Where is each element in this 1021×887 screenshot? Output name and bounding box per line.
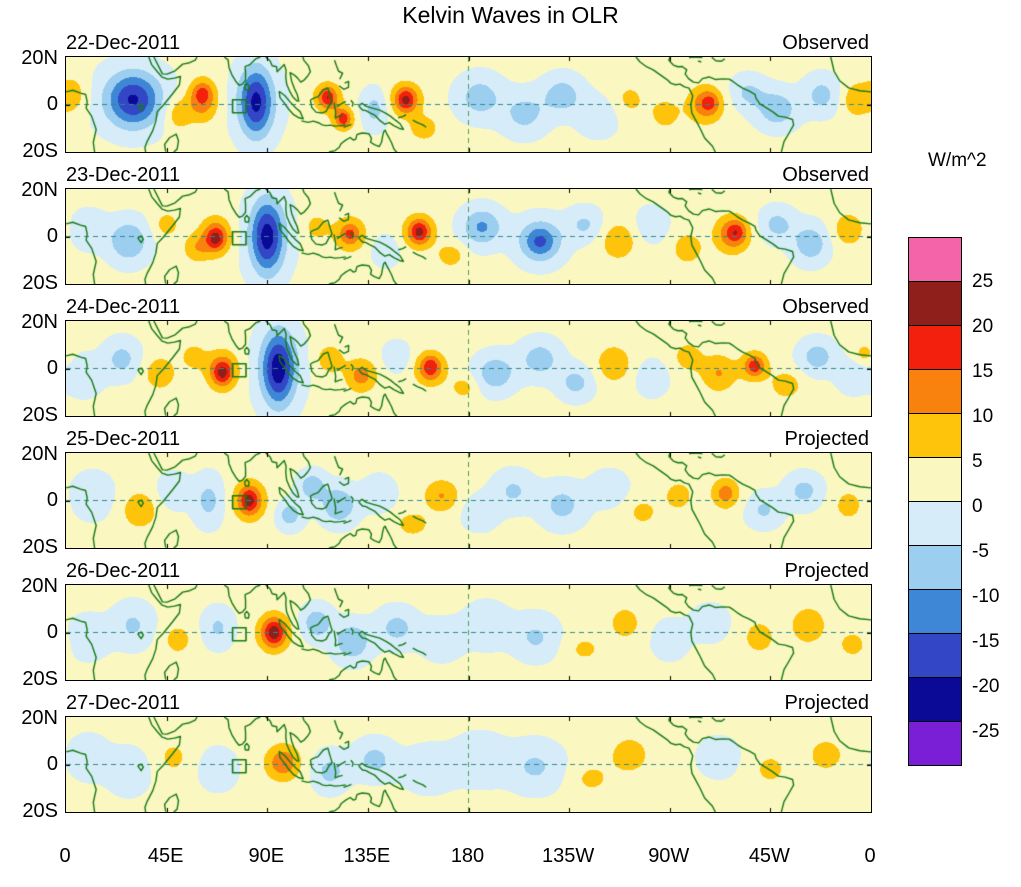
panel-date-label: 23-Dec-2011 xyxy=(66,164,181,186)
figure-title: Kelvin Waves in OLR xyxy=(402,2,619,28)
y-axis-label-20s: 20S xyxy=(22,272,58,294)
colorbar-segment xyxy=(908,237,962,282)
colorbar: 25 20 15 10 5 0 -5 -10 -15 -20 -25 xyxy=(908,237,999,766)
panel-status-label: Observed xyxy=(782,296,869,318)
panel-status-label: Projected xyxy=(784,692,870,714)
colorbar-tick-label: 20 xyxy=(972,316,994,337)
panel-date-label: 25-Dec-2011 xyxy=(66,428,181,450)
panel-date-label: 22-Dec-2011 xyxy=(66,32,181,54)
map-panel: 20N 0 20S xyxy=(21,575,872,690)
panel-row: 25-Dec-2011 Projected 20N 0 20S xyxy=(21,427,872,558)
y-axis-label-0: 0 xyxy=(46,621,58,643)
colorbar-segment xyxy=(908,457,962,502)
panel-header: 24-Dec-2011 Observed xyxy=(65,295,870,320)
y-axis-label-0: 0 xyxy=(46,357,58,379)
panel-header: 22-Dec-2011 Observed xyxy=(65,31,870,56)
y-axis-label-0: 0 xyxy=(46,753,58,775)
y-axis-label-20s: 20S xyxy=(22,404,58,426)
x-axis-tick-label: 0 xyxy=(59,845,71,867)
y-axis-label-20s: 20S xyxy=(22,668,58,690)
olr-map-canvas xyxy=(66,57,871,152)
olr-map-canvas xyxy=(66,717,871,812)
x-axis: 0 45E 90E 135E 180 135W 90W 45W 0 xyxy=(59,845,875,873)
panel-header: 23-Dec-2011 Observed xyxy=(65,163,870,188)
olr-map-canvas xyxy=(66,585,871,680)
x-axis-tick-label: 0 xyxy=(864,845,876,867)
x-axis-tick-label: 135W xyxy=(542,845,595,867)
colorbar-tick-label: -5 xyxy=(972,541,989,562)
panel-row: 26-Dec-2011 Projected 20N 0 20S xyxy=(21,559,872,690)
y-axis-label-20n: 20N xyxy=(21,179,58,201)
colorbar-segment xyxy=(908,369,962,414)
map-panel: 20N 0 20S xyxy=(21,311,872,426)
y-axis-label-0: 0 xyxy=(46,489,58,511)
panel-status-label: Projected xyxy=(784,560,870,582)
colorbar-tick-label: 15 xyxy=(972,361,994,382)
y-axis-label-20n: 20N xyxy=(21,443,58,465)
panel-row: 22-Dec-2011 Observed 20N 0 20S xyxy=(21,31,872,162)
panel-row: 24-Dec-2011 Observed 20N 0 20S xyxy=(21,295,872,426)
olr-map-canvas xyxy=(66,321,871,416)
y-axis-label-20s: 20S xyxy=(22,140,58,162)
x-axis-tick-label: 45E xyxy=(147,845,184,867)
olr-map-canvas xyxy=(66,453,871,548)
colorbar-segment xyxy=(908,281,962,326)
map-panel: 20N 0 20S xyxy=(21,443,872,558)
panel-status-label: Observed xyxy=(782,164,869,186)
x-axis-tick-label: 90E xyxy=(248,845,285,867)
colorbar-segment xyxy=(908,325,962,370)
y-axis-label-0: 0 xyxy=(46,225,58,247)
y-axis-label-20n: 20N xyxy=(21,311,58,333)
colorbar-tick-label: 0 xyxy=(972,496,983,517)
panel-header: 25-Dec-2011 Projected xyxy=(65,427,870,452)
panel-date-label: 24-Dec-2011 xyxy=(66,296,181,318)
colorbar-segment xyxy=(908,677,962,722)
x-axis-tick-label: 90W xyxy=(648,845,690,867)
colorbar-segment xyxy=(908,545,962,590)
colorbar-tick-label: -10 xyxy=(972,586,1000,607)
colorbar-tick-label: -15 xyxy=(972,631,1000,652)
colorbar-tick-label: -25 xyxy=(972,721,1000,742)
panel-date-label: 27-Dec-2011 xyxy=(66,692,181,714)
map-panel: 20N 0 20S xyxy=(21,179,872,294)
colorbar-segment xyxy=(908,721,962,766)
map-panel: 20N 0 20S xyxy=(21,707,872,822)
x-axis-tick-label: 135E xyxy=(343,845,391,867)
colorbar-tick-label: 25 xyxy=(972,271,994,292)
panel-status-label: Projected xyxy=(784,428,870,450)
colorbar-segment xyxy=(908,589,962,634)
panel-status-label: Observed xyxy=(782,32,869,54)
y-axis-label-0: 0 xyxy=(46,93,58,115)
colorbar-tick-label: -20 xyxy=(972,676,1000,697)
y-axis-label-20n: 20N xyxy=(21,47,58,69)
panel-stack: 22-Dec-2011 Observed 20N 0 20S 23-Dec-20… xyxy=(21,31,872,823)
y-axis-label-20n: 20N xyxy=(21,707,58,729)
x-axis-tick-label: 45W xyxy=(748,845,790,867)
x-axis-tick-label: 180 xyxy=(450,845,485,867)
panel-header: 26-Dec-2011 Projected xyxy=(65,559,870,584)
y-axis-label-20s: 20S xyxy=(22,536,58,558)
colorbar-segment xyxy=(908,633,962,678)
colorbar-tick-label: 5 xyxy=(972,451,983,472)
olr-map-canvas xyxy=(66,189,871,284)
colorbar-tick-label: 10 xyxy=(972,406,994,427)
colorbar-segment xyxy=(908,413,962,458)
map-panel: 20N 0 20S xyxy=(21,47,872,162)
panel-row: 27-Dec-2011 Projected 20N 0 20S xyxy=(21,691,872,822)
panel-header: 27-Dec-2011 Projected xyxy=(65,691,870,716)
colorbar-units-label: W/m^2 xyxy=(928,150,987,171)
y-axis-label-20s: 20S xyxy=(22,800,58,822)
y-axis-label-20n: 20N xyxy=(21,575,58,597)
panel-row: 23-Dec-2011 Observed 20N 0 20S xyxy=(21,163,872,294)
panel-date-label: 26-Dec-2011 xyxy=(66,560,181,582)
colorbar-segment xyxy=(908,501,962,546)
